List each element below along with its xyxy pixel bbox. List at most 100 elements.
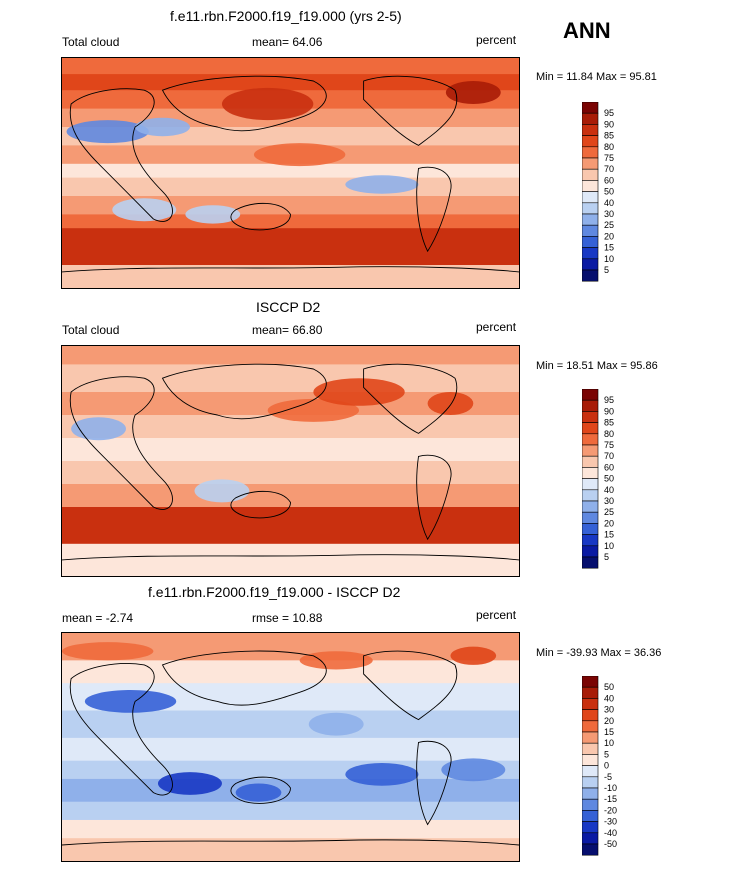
colorbar-2-box bbox=[581, 489, 599, 502]
coastline bbox=[416, 454, 452, 541]
map-band bbox=[62, 838, 519, 861]
colorbar-3-tick-label: 10 bbox=[604, 738, 614, 748]
panel-1-map bbox=[61, 57, 520, 289]
colorbar-2-tick-label: 75 bbox=[604, 440, 614, 450]
colorbar-1-box bbox=[581, 135, 599, 148]
map-field-blob bbox=[450, 646, 497, 665]
colorbar-3-tick-label: 20 bbox=[604, 716, 614, 726]
colorbar-2-tick-label: 70 bbox=[604, 451, 614, 461]
colorbar-2-tick-label: 15 bbox=[604, 530, 614, 540]
colorbar-3-box bbox=[581, 686, 599, 699]
panel-2-title: ISCCP D2 bbox=[256, 299, 321, 315]
map-band bbox=[62, 346, 519, 366]
colorbar-3-box bbox=[581, 798, 599, 811]
colorbar-1-box bbox=[581, 146, 599, 159]
colorbar-1-box bbox=[581, 157, 599, 170]
map-band bbox=[62, 74, 519, 92]
map-field-blob bbox=[345, 762, 419, 786]
coastline bbox=[363, 363, 458, 434]
colorbar-2-tick-label: 5 bbox=[604, 552, 609, 562]
colorbar-3-tick-label: -20 bbox=[604, 805, 617, 815]
colorbar-2-box bbox=[581, 478, 599, 491]
panel-3-mean-label: mean = -2.74 bbox=[62, 611, 134, 625]
map-field-blob bbox=[135, 117, 190, 137]
colorbar-3-box bbox=[581, 821, 599, 834]
colorbar-3-tick-label: 40 bbox=[604, 693, 614, 703]
colorbar-3-tick-label: -50 bbox=[604, 839, 617, 849]
colorbar-1-box bbox=[581, 180, 599, 192]
map-band bbox=[62, 710, 519, 739]
colorbar-2-tick-label: 30 bbox=[604, 496, 614, 506]
panel-3-colorbar: 50 40 30 20 15 10 5 0 -5 -10 -15 -20 -30 -40 -50 bbox=[581, 675, 662, 863]
panel-3-title: f.e11.rbn.F2000.f19_f19.000 - ISCCP D2 bbox=[148, 584, 401, 600]
map-field-blob bbox=[221, 87, 314, 121]
colorbar-3-box bbox=[581, 776, 599, 789]
colorbar-3-box bbox=[581, 709, 599, 722]
colorbar-2-box bbox=[581, 433, 599, 446]
colorbar-1-tick-label: 70 bbox=[604, 164, 614, 174]
colorbar-1-box bbox=[581, 101, 599, 114]
colorbar-2-tick-label: 25 bbox=[604, 507, 614, 517]
panel-3-units-label: percent bbox=[476, 608, 517, 622]
colorbar-3-box bbox=[581, 698, 599, 710]
panel-1-units-label: percent bbox=[476, 33, 517, 47]
map-band bbox=[62, 461, 519, 485]
map-field-blob bbox=[313, 378, 405, 406]
colorbar-1-tick-label: 50 bbox=[604, 187, 614, 197]
colorbar-1-tick-label: 60 bbox=[604, 175, 614, 185]
map-band bbox=[62, 196, 519, 216]
colorbar-1-tick-label: 20 bbox=[604, 231, 614, 241]
map-band bbox=[62, 58, 519, 76]
colorbar-3-tick-label: -5 bbox=[604, 772, 612, 782]
coastline bbox=[62, 554, 519, 561]
map-band bbox=[62, 660, 519, 685]
coastline bbox=[363, 75, 458, 146]
colorbar-3-box bbox=[581, 832, 599, 845]
colorbar-3-tick-label: -40 bbox=[604, 828, 617, 838]
coastline bbox=[230, 202, 291, 231]
colorbar-2-box bbox=[581, 556, 599, 569]
coastline bbox=[230, 776, 291, 804]
colorbar-3-box bbox=[581, 843, 599, 856]
colorbar-1-tick-label: 80 bbox=[604, 142, 614, 152]
panel-2-units-label: percent bbox=[476, 320, 517, 334]
map-field-blob bbox=[185, 205, 241, 224]
coastline bbox=[69, 663, 173, 796]
colorbar-2-box bbox=[581, 511, 599, 524]
map-field-blob bbox=[427, 392, 474, 415]
colorbar-1-box bbox=[581, 112, 599, 125]
map-field-blob bbox=[345, 175, 419, 194]
colorbar-1-tick-label: 85 bbox=[604, 131, 614, 141]
panel-1-title: f.e11.rbn.F2000.f19_f19.000 (yrs 2-5) bbox=[170, 8, 402, 24]
colorbar-1-box bbox=[581, 191, 599, 204]
colorbar-3-box bbox=[581, 810, 599, 822]
colorbar-2-tick-label: 10 bbox=[604, 541, 614, 551]
map-field-blob bbox=[299, 651, 373, 670]
map-band bbox=[62, 819, 519, 840]
coastline bbox=[230, 490, 291, 519]
map-band bbox=[62, 543, 519, 576]
colorbar-3-tick-label: 0 bbox=[604, 761, 609, 771]
colorbar-3-box bbox=[581, 787, 599, 800]
map-band bbox=[62, 228, 519, 266]
panel-1-map-svg bbox=[62, 58, 519, 288]
coastline bbox=[161, 650, 327, 706]
colorbar-3-box bbox=[581, 675, 599, 688]
colorbar-2-box bbox=[581, 545, 599, 558]
colorbar-2-box bbox=[581, 500, 599, 513]
panel-2-mean-label: mean= 66.80 bbox=[252, 323, 323, 337]
colorbar-1-tick-label: 40 bbox=[604, 198, 614, 208]
colorbar-1-tick-label: 10 bbox=[604, 254, 614, 264]
map-band bbox=[62, 737, 519, 762]
map-field-blob bbox=[194, 479, 250, 503]
colorbar-3-box bbox=[581, 742, 599, 755]
colorbar-2-tick-label: 20 bbox=[604, 518, 614, 528]
map-field-blob bbox=[445, 81, 501, 104]
colorbar-2-box bbox=[581, 411, 599, 423]
coastline bbox=[363, 650, 458, 721]
map-field-blob bbox=[71, 417, 126, 441]
colorbar-1-tick-label: 30 bbox=[604, 209, 614, 219]
panel-2-minmax: Min = 18.51 Max = 95.86 bbox=[536, 360, 658, 372]
